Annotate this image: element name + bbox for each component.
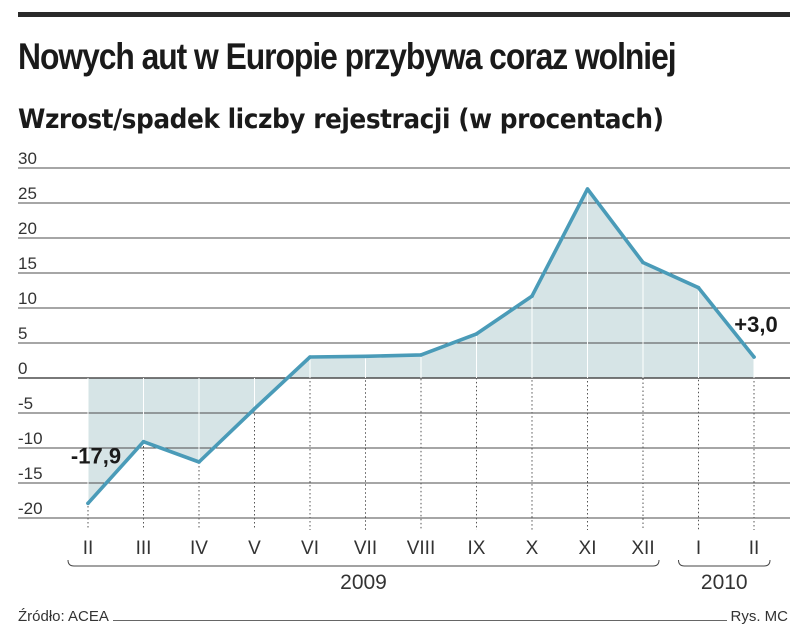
x-tick-label: II [749,538,760,559]
x-tick-bg [348,534,383,560]
series-line-layer [86,187,756,506]
vertical-dotted-lines [87,189,755,530]
source-label: Źródło: ACEA [14,608,113,625]
x-tick-label: XI [579,538,597,559]
y-tick-bg [17,186,40,201]
x-tick-label: IV [190,538,208,559]
x-tick-bg [404,534,438,560]
x-tick-bg [459,534,494,560]
year-label: 2010 [701,571,748,594]
year-bracket [67,559,660,567]
x-tick-bg [126,534,161,560]
y-tick-label: -10 [18,429,43,448]
x-tick-bg [515,534,549,560]
data-point [252,407,257,411]
data-point [308,355,312,359]
x-tick-bg [626,534,660,560]
value-annotation: +3,0 [734,312,777,337]
x-tick-label: XII [631,538,654,559]
x-tick-bg [570,534,605,560]
y-tick-label: 30 [18,149,37,168]
x-tick-bg [293,534,327,560]
data-point [696,285,701,290]
x-tick-labels: II III IV V VI VII VIII IX X XI XII I II [71,534,771,560]
x-tick-label: III [136,538,152,559]
y-tick-label: -5 [18,394,33,413]
year-label: 2009 [340,571,387,594]
y-tick-label: 20 [18,219,37,238]
chart-title: Nowych aut w Europie przybywa coraz woln… [18,36,677,77]
data-point [641,260,645,265]
data-point [363,354,368,359]
gridlines [18,167,790,519]
y-tick-label: -15 [18,464,43,483]
y-tick-label: 0 [18,359,27,378]
y-tick-labels: 30 25 20 15 10 5 0 -5 -10 -15 -20 [17,149,50,518]
data-point [752,355,756,359]
footer-rule [18,620,790,621]
year-bracket [678,559,771,567]
data-point [141,439,146,444]
x-tick-label: VI [301,538,319,559]
data-point [419,353,423,357]
y-tick-label: -20 [18,499,43,518]
x-tick-bg [681,534,716,560]
y-tick-bg [17,361,31,376]
annotations: -17,9 +3,0 [71,312,778,468]
x-tick-label: X [526,538,539,559]
x-tick-label: II [83,538,94,559]
x-tick-label: VII [354,538,377,559]
x-tick-label: VIII [407,538,436,559]
value-annotation: -17,9 [71,443,121,468]
credit-label: Rys. MC [726,608,792,625]
chart-subtitle: Wzrost/spadek liczby rejestracji (w proc… [18,104,664,135]
x-tick-bg [182,534,216,560]
y-tick-label: 15 [18,254,37,273]
top-rule [18,12,790,17]
y-tick-bg [17,431,50,446]
x-tick-label: V [248,538,261,559]
y-tick-bg [17,501,50,516]
x-tick-bg [737,534,771,560]
x-tick-label: IX [468,538,486,559]
y-tick-bg [17,466,50,481]
data-point [530,294,534,298]
data-point [585,187,590,191]
y-tick-label: 10 [18,289,37,308]
y-tick-bg [17,326,31,341]
y-tick-bg [17,221,40,236]
x-tick-bg [237,534,272,560]
y-tick-label: 5 [18,324,27,343]
x-tick-bg [71,534,105,560]
y-tick-bg [17,256,40,271]
data-point [86,501,90,506]
y-tick-bg [17,396,40,411]
data-point [474,332,479,336]
year-brackets: 2009 2010 [67,559,771,594]
data-point [197,460,201,464]
y-tick-label: 25 [18,184,37,203]
y-tick-bg [17,151,40,166]
y-tick-bg [17,291,40,306]
x-tick-label: I [696,538,701,559]
